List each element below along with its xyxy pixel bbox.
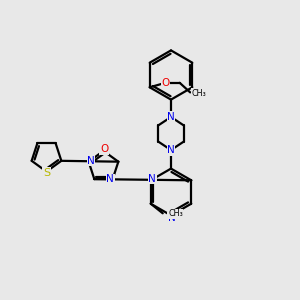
Text: O: O bbox=[100, 144, 108, 154]
Text: N: N bbox=[148, 174, 156, 184]
Text: N: N bbox=[167, 112, 175, 122]
Text: CH₃: CH₃ bbox=[168, 209, 183, 218]
Text: N: N bbox=[168, 213, 176, 223]
Text: N: N bbox=[106, 174, 114, 184]
Text: N: N bbox=[87, 156, 95, 166]
Text: O: O bbox=[161, 78, 170, 88]
Text: S: S bbox=[43, 167, 50, 178]
Text: CH₃: CH₃ bbox=[192, 88, 206, 98]
Text: N: N bbox=[167, 145, 175, 155]
